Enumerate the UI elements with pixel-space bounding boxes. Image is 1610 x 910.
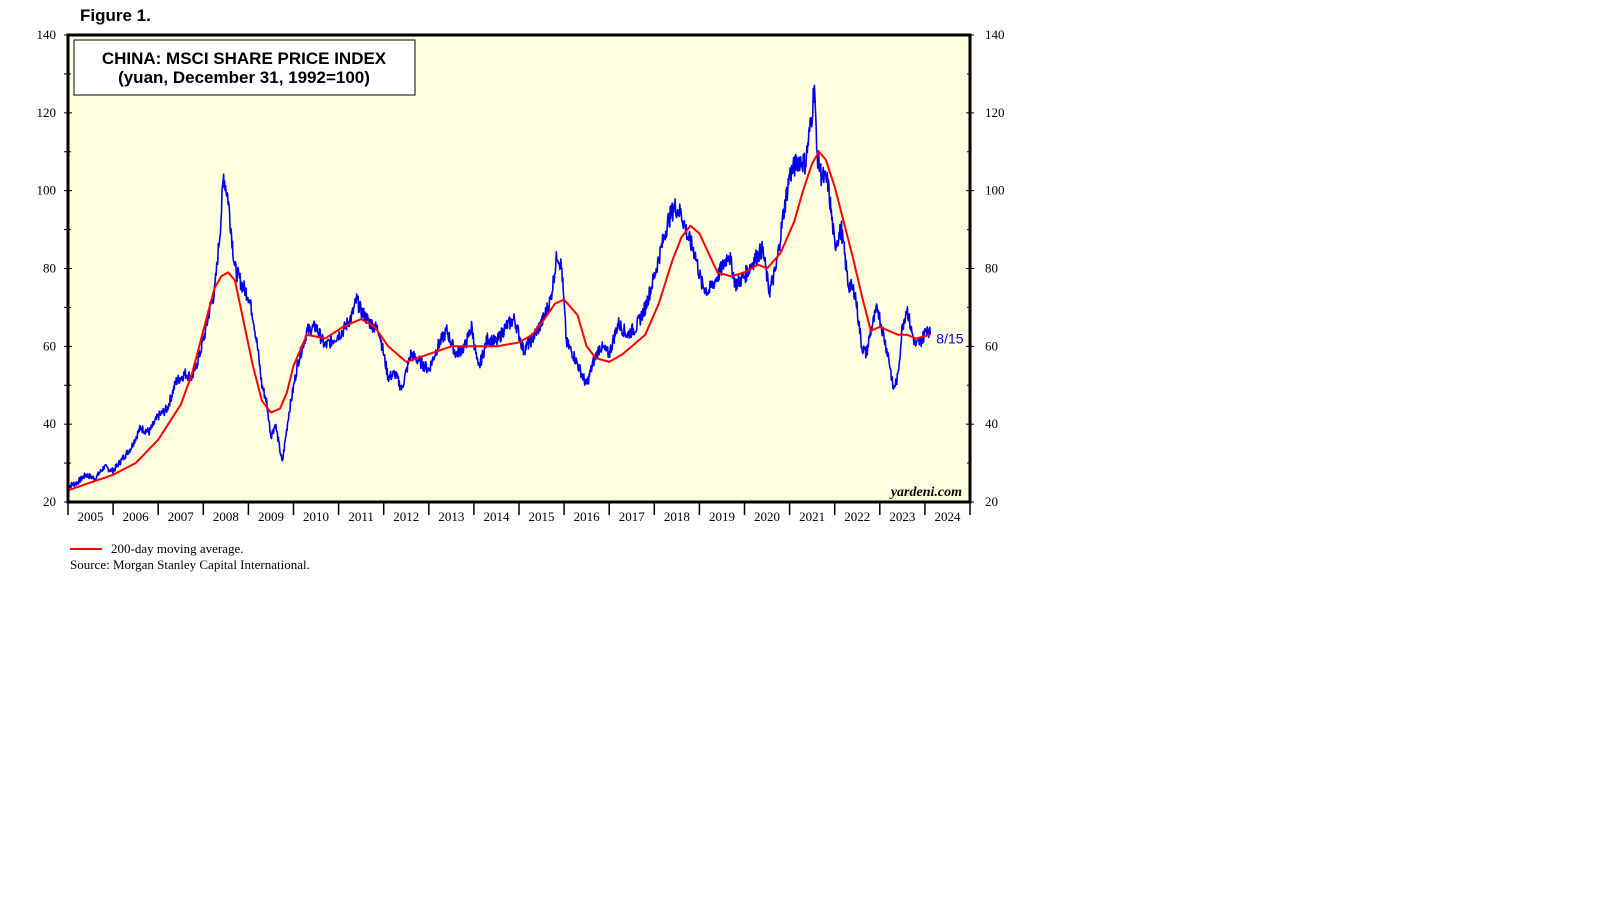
y-tick-label-left: 20 [43, 494, 56, 509]
y-tick-label-right: 100 [985, 183, 1005, 198]
x-tick-label: 2012 [393, 509, 419, 524]
source-note: Source: Morgan Stanley Capital Internati… [70, 557, 310, 572]
y-tick-label-right: 20 [985, 494, 998, 509]
plot-background [68, 35, 970, 502]
x-tick-label: 2014 [483, 509, 510, 524]
title-box-frame [73, 39, 416, 96]
x-tick-label: 2010 [303, 509, 329, 524]
x-tick-label: 2020 [754, 509, 780, 524]
y-tick-label-right: 80 [985, 261, 998, 276]
x-tick-label: 2015 [529, 509, 555, 524]
x-tick-label: 2024 [934, 509, 961, 524]
x-tick-label: 2011 [348, 509, 374, 524]
y-tick-label-left: 80 [43, 261, 56, 276]
x-tick-label: 2017 [619, 509, 646, 524]
x-tick-label: 2005 [78, 509, 104, 524]
y-tick-label-left: 140 [37, 27, 57, 42]
x-tick-label: 2013 [438, 509, 464, 524]
series-layer [67, 84, 932, 492]
y-tick-label-left: 60 [43, 338, 56, 353]
moving-average-line [67, 150, 931, 492]
x-tick-label: 2007 [168, 509, 195, 524]
x-tick-label: 2023 [889, 509, 915, 524]
y-tick-label-left: 100 [37, 183, 57, 198]
x-tick-label: 2008 [213, 509, 239, 524]
y-tick-label-right: 120 [985, 105, 1005, 120]
legend: 200-day moving average. [70, 541, 243, 557]
y-tick-label-left: 120 [37, 105, 57, 120]
legend-ma-label: 200-day moving average. [111, 541, 244, 556]
y-tick-label-right: 40 [985, 416, 998, 431]
y-tick-label-right: 60 [985, 338, 998, 353]
x-tick-label: 2019 [709, 509, 735, 524]
y-tick-label-right: 140 [985, 27, 1005, 42]
watermark: yardeni.com [889, 485, 962, 500]
y-tick-label-left: 40 [43, 416, 56, 431]
x-tick-label: 2018 [664, 509, 690, 524]
plot-frame [66, 33, 972, 504]
x-tick-label: 2022 [844, 509, 870, 524]
chart-title-box: CHINA: MSCI SHARE PRICE INDEX (yuan, Dec… [73, 39, 416, 96]
x-tick-label: 2016 [574, 509, 601, 524]
end-value-label: 8/15 [936, 331, 963, 347]
chart-subtitle: (yuan, December 31, 1992=100) [118, 68, 370, 87]
legend-ma-swatch [70, 548, 102, 550]
chart-title: CHINA: MSCI SHARE PRICE INDEX [102, 49, 387, 68]
x-tick-label: 2006 [123, 509, 150, 524]
x-tick-label: 2021 [799, 509, 825, 524]
figure-label: Figure 1. [80, 6, 151, 25]
x-tick-label: 2009 [258, 509, 284, 524]
